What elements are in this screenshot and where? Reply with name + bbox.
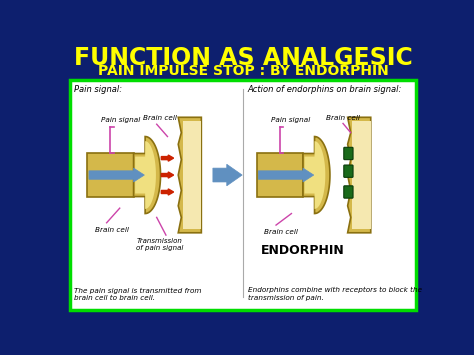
FancyArrow shape (161, 155, 173, 161)
Polygon shape (161, 137, 180, 214)
Text: Brain cell: Brain cell (326, 115, 360, 121)
FancyArrow shape (89, 168, 145, 182)
FancyArrow shape (161, 189, 173, 195)
Polygon shape (87, 153, 134, 197)
Text: The pain signal is transmitted from
brain cell to brain cell.: The pain signal is transmitted from brai… (74, 288, 202, 301)
FancyArrow shape (161, 172, 173, 178)
Polygon shape (304, 141, 325, 209)
Polygon shape (134, 137, 161, 214)
Polygon shape (183, 121, 201, 229)
Text: Pain signal:: Pain signal: (74, 85, 122, 94)
Text: FUNCTION AS ANALGESIC: FUNCTION AS ANALGESIC (73, 46, 412, 70)
Polygon shape (352, 121, 371, 229)
FancyArrow shape (213, 164, 242, 186)
Text: Transmission
of pain signal: Transmission of pain signal (136, 238, 183, 251)
FancyBboxPatch shape (70, 80, 416, 310)
Polygon shape (303, 137, 330, 214)
Text: Action of endorphins on brain signal:: Action of endorphins on brain signal: (247, 85, 402, 94)
Text: Brain cell: Brain cell (264, 229, 298, 235)
Text: Brain cell: Brain cell (95, 227, 129, 233)
Polygon shape (330, 137, 349, 214)
Text: Endorphins combine with receptors to block the
transmission of pain.: Endorphins combine with receptors to blo… (248, 287, 422, 301)
Text: PAIN IMPULSE STOP : BY ENDORPHIN: PAIN IMPULSE STOP : BY ENDORPHIN (98, 64, 388, 78)
Text: Pain signal: Pain signal (101, 117, 140, 123)
Text: Pain signal: Pain signal (271, 117, 310, 123)
FancyArrow shape (258, 168, 314, 182)
Polygon shape (178, 117, 201, 233)
Polygon shape (257, 153, 303, 197)
Polygon shape (135, 141, 156, 209)
FancyBboxPatch shape (344, 186, 353, 198)
FancyBboxPatch shape (344, 165, 353, 178)
FancyBboxPatch shape (344, 147, 353, 160)
Text: Brain cell: Brain cell (143, 115, 177, 121)
Text: ENDORPHIN: ENDORPHIN (261, 244, 345, 257)
Polygon shape (347, 117, 371, 233)
